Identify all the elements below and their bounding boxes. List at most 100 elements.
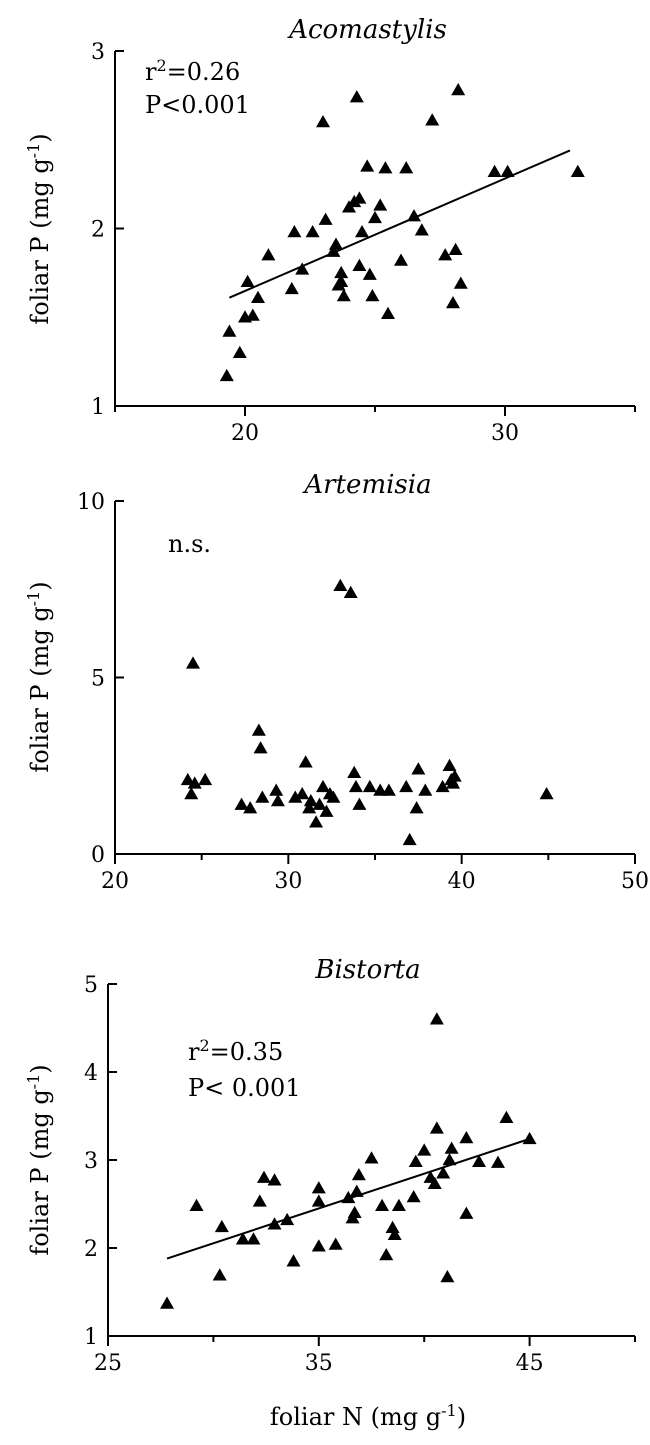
data-point [349, 90, 364, 103]
data-point [343, 585, 358, 599]
data-point [232, 345, 247, 358]
y-tick-label: 2 [91, 218, 105, 243]
chart-title: Bistorta [314, 955, 420, 985]
data-point [365, 288, 380, 302]
data-point [453, 276, 468, 289]
chart-title: Artemisia [302, 470, 431, 500]
y-tick-label: 5 [84, 973, 98, 998]
data-point [375, 1198, 390, 1212]
data-point [408, 1154, 423, 1168]
data-point [360, 159, 375, 172]
data-point [459, 1131, 474, 1144]
data-point [417, 1143, 432, 1156]
data-point [319, 804, 334, 817]
data-point [448, 242, 463, 256]
x-tick-label: 50 [621, 869, 649, 894]
data-point [251, 290, 265, 303]
data-point [255, 790, 270, 803]
data-point [444, 1141, 459, 1154]
data-point [352, 797, 367, 810]
data-point [442, 1153, 457, 1166]
data-point [349, 1184, 364, 1197]
data-point [394, 253, 408, 266]
data-point [352, 258, 367, 272]
data-point [270, 794, 285, 807]
data-point [351, 1167, 366, 1181]
x-tick-label: 30 [274, 869, 302, 894]
data-point [406, 1189, 421, 1203]
data-point [334, 274, 349, 287]
data-point [385, 1220, 400, 1234]
data-point [490, 1155, 505, 1168]
data-point [378, 161, 393, 174]
data-point [373, 198, 388, 211]
data-point [303, 794, 318, 807]
y-tick-label: 10 [77, 490, 105, 515]
data-point [269, 783, 284, 796]
y-axis-label: foliar P (mg g-1) [24, 133, 54, 324]
data-point [326, 244, 341, 257]
data-point [186, 656, 200, 669]
stat-annotation: r2=0.35 [188, 1036, 283, 1066]
data-point [381, 783, 396, 796]
data-point [427, 1176, 442, 1190]
data-point [305, 225, 320, 238]
data-point [451, 83, 466, 96]
data-point [379, 1248, 394, 1261]
y-tick-label: 4 [84, 1061, 98, 1086]
y-tick-label: 1 [91, 395, 105, 420]
data-point [446, 296, 460, 309]
data-point [219, 368, 234, 382]
data-point [267, 1173, 282, 1186]
y-tick-label: 0 [91, 843, 105, 868]
data-point [243, 801, 258, 814]
y-tick-label: 2 [84, 1237, 98, 1262]
data-point [362, 267, 377, 280]
data-point [180, 772, 195, 786]
data-point [311, 1194, 326, 1207]
y-tick-label: 5 [91, 667, 105, 692]
data-point [267, 1217, 282, 1230]
data-point [326, 790, 341, 803]
y-axis-label: foliar P (mg g-1) [24, 1064, 54, 1255]
data-point [334, 265, 349, 279]
data-point [459, 1206, 474, 1219]
data-point [318, 212, 333, 225]
data-point [499, 1110, 514, 1124]
data-point [284, 281, 299, 295]
stat-annotation: P< 0.001 [188, 1074, 301, 1102]
data-point [341, 1190, 356, 1204]
data-point [256, 1170, 271, 1183]
data-point [333, 578, 348, 591]
data-point [316, 115, 330, 128]
data-point [234, 797, 249, 810]
data-point [438, 248, 453, 261]
y-tick-label: 3 [84, 1149, 98, 1174]
data-point [184, 786, 199, 800]
data-point [429, 1012, 444, 1025]
data-point [295, 262, 310, 275]
data-point [235, 1232, 250, 1245]
data-point [362, 779, 377, 793]
data-point [245, 308, 260, 321]
data-point [402, 832, 417, 846]
data-point [472, 1154, 487, 1168]
data-point [391, 1198, 406, 1212]
data-point [336, 288, 351, 302]
data-point [381, 306, 395, 319]
data-point [442, 758, 457, 771]
data-point [286, 1254, 301, 1267]
data-point [312, 797, 327, 810]
data-point [500, 164, 515, 177]
chart-panel-1: 1 2 3 20 30 Acomastylis foliar P (mg g-1) r2=0.… [24, 15, 636, 446]
data-point [316, 779, 330, 793]
data-point [251, 723, 266, 736]
data-point [387, 1227, 402, 1241]
data-point [261, 248, 276, 261]
data-point [246, 1232, 261, 1245]
data-point [189, 1198, 204, 1212]
data-point [214, 1219, 229, 1233]
data-point [160, 1296, 175, 1309]
data-point [348, 779, 363, 793]
